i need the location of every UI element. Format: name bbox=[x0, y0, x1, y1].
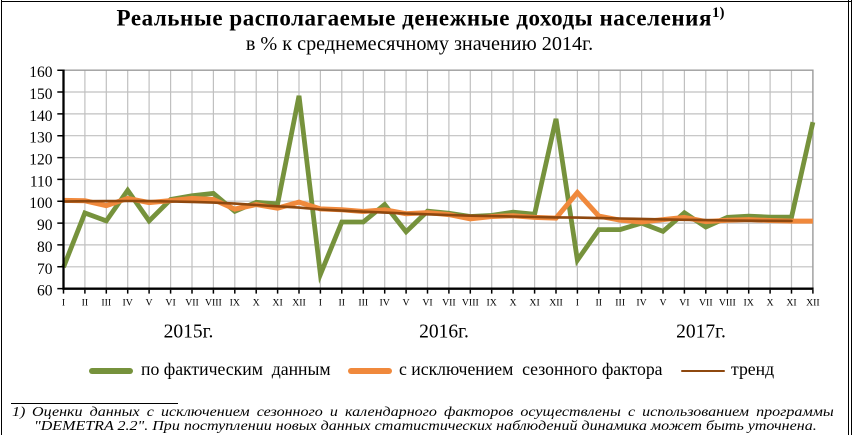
svg-text:V: V bbox=[659, 298, 666, 309]
svg-text:III: III bbox=[101, 298, 111, 309]
svg-text:II: II bbox=[82, 298, 89, 309]
svg-text:2016г.: 2016г. bbox=[419, 322, 469, 343]
svg-text:V: V bbox=[403, 298, 410, 309]
svg-text:II: II bbox=[596, 298, 603, 309]
svg-text:I: I bbox=[319, 298, 322, 309]
svg-text:100: 100 bbox=[29, 195, 53, 212]
svg-text:XI: XI bbox=[529, 298, 539, 309]
svg-text:II: II bbox=[339, 298, 346, 309]
svg-text:XII: XII bbox=[806, 298, 820, 309]
svg-text:90: 90 bbox=[37, 217, 53, 234]
svg-text:130: 130 bbox=[29, 130, 53, 147]
svg-text:V: V bbox=[146, 298, 153, 309]
svg-text:IV: IV bbox=[123, 298, 133, 309]
svg-text:VI: VI bbox=[422, 298, 432, 309]
svg-text:XI: XI bbox=[786, 298, 796, 309]
svg-text:160: 160 bbox=[29, 64, 53, 81]
svg-text:VII: VII bbox=[699, 298, 713, 309]
svg-text:IX: IX bbox=[744, 298, 754, 309]
svg-text:X: X bbox=[767, 298, 774, 309]
svg-text:80: 80 bbox=[37, 239, 53, 256]
svg-text:X: X bbox=[510, 298, 517, 309]
svg-text:VI: VI bbox=[679, 298, 689, 309]
svg-text:I: I bbox=[576, 298, 579, 309]
svg-text:VIII: VIII bbox=[719, 298, 736, 309]
svg-text:IX: IX bbox=[230, 298, 240, 309]
svg-text:VIII: VIII bbox=[205, 298, 222, 309]
svg-text:XII: XII bbox=[292, 298, 306, 309]
svg-text:2017г.: 2017г. bbox=[676, 322, 726, 343]
svg-text:140: 140 bbox=[29, 108, 53, 125]
svg-text:III: III bbox=[615, 298, 625, 309]
svg-text:VIII: VIII bbox=[462, 298, 479, 309]
svg-text:X: X bbox=[253, 298, 260, 309]
svg-text:III: III bbox=[358, 298, 368, 309]
svg-text:XII: XII bbox=[549, 298, 563, 309]
svg-text:I: I bbox=[62, 298, 65, 309]
svg-text:IX: IX bbox=[487, 298, 497, 309]
svg-text:VI: VI bbox=[165, 298, 175, 309]
svg-text:70: 70 bbox=[37, 261, 53, 278]
svg-text:2015г.: 2015г. bbox=[164, 322, 214, 343]
svg-text:VII: VII bbox=[442, 298, 456, 309]
svg-text:IV: IV bbox=[636, 298, 646, 309]
svg-text:IV: IV bbox=[380, 298, 390, 309]
svg-text:150: 150 bbox=[29, 86, 53, 103]
svg-text:110: 110 bbox=[30, 173, 53, 190]
svg-text:VII: VII bbox=[185, 298, 199, 309]
svg-text:XI: XI bbox=[272, 298, 282, 309]
svg-text:60: 60 bbox=[37, 283, 53, 300]
svg-text:120: 120 bbox=[29, 152, 53, 169]
